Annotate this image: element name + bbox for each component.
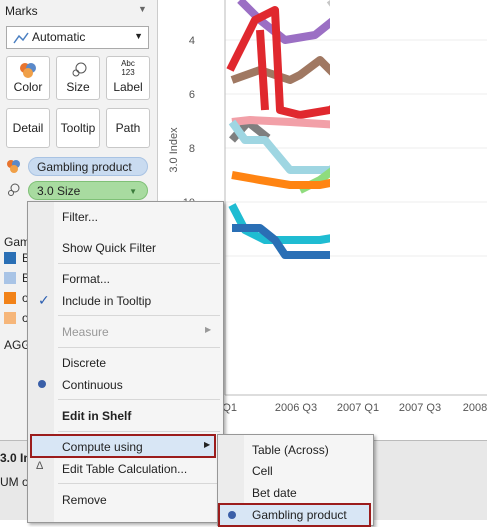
menu-item[interactable]: Continuous: [62, 378, 123, 392]
menu-item[interactable]: Edit in Shelf: [62, 409, 132, 423]
menu-item[interactable]: Filter...: [62, 210, 99, 224]
panel-title: Marks: [5, 4, 38, 18]
legend-item: o: [22, 291, 29, 305]
path-button[interactable]: Path: [106, 108, 150, 148]
menu-item[interactable]: Edit Table Calculation...: [62, 462, 188, 476]
size-button[interactable]: Size: [56, 56, 100, 100]
x-tick: 2007 Q1: [337, 402, 379, 414]
pill[interactable]: 3.0 Size ▼: [28, 181, 148, 200]
menu-item[interactable]: Discrete: [62, 356, 107, 370]
agg-label: AGG: [4, 338, 31, 352]
button-label: Color: [13, 80, 43, 94]
button-label: Tooltip: [60, 121, 96, 135]
pill[interactable]: Gambling product: [28, 157, 148, 176]
color-button[interactable]: Color: [6, 56, 50, 100]
legend-title: Gam: [4, 235, 31, 249]
size-icon: [8, 183, 20, 196]
x-tick: 2006 Q3: [275, 402, 317, 414]
legend-swatch: [4, 292, 16, 304]
legend-item: o: [22, 311, 29, 325]
mark-type: Automatic: [32, 30, 86, 44]
color-icon: [7, 160, 20, 173]
legend-swatch: [4, 252, 16, 264]
pill-label: 3.0 Size: [37, 184, 81, 198]
x-tick: 2008: [463, 402, 487, 414]
y-tick: 4: [189, 35, 195, 47]
separator: [58, 399, 220, 400]
legend-swatch: [4, 312, 16, 324]
legend-swatch: [4, 272, 16, 284]
menu-item[interactable]: Remove: [62, 493, 107, 507]
menu-item[interactable]: Table (Across): [252, 443, 329, 457]
x-tick: 2007 Q3: [399, 402, 441, 414]
menu-item[interactable]: Cell: [252, 464, 273, 478]
tooltip-button[interactable]: Tooltip: [56, 108, 100, 148]
axis-title: 3.0 Index: [168, 127, 180, 173]
menu-item[interactable]: Bet date: [252, 486, 297, 500]
radio-bullet: [228, 511, 236, 519]
check-mark: ✓: [38, 292, 50, 308]
menu-item[interactable]: Include in Tooltip: [62, 294, 152, 308]
menu-item: Measure: [62, 325, 109, 339]
y-tick: 6: [189, 89, 195, 101]
menu-item[interactable]: Show Quick Filter: [62, 241, 157, 255]
label-button[interactable]: Abc 123 Label: [106, 56, 150, 100]
button-label: Path: [115, 121, 141, 135]
menu-item[interactable]: Compute using: [62, 440, 143, 454]
legend-item: B: [22, 251, 31, 265]
submenu: Table (Across) Cell Bet date Gambling pr…: [217, 434, 374, 527]
submenu-arrow: ▶: [204, 440, 211, 449]
context-menu: Filter... Show Quick Filter Format... ✓ …: [27, 201, 224, 523]
separator: [58, 315, 220, 316]
separator: [58, 483, 220, 484]
separator: [58, 347, 220, 348]
submenu-arrow: ▶: [205, 325, 212, 334]
mark-type-dropdown[interactable]: Automatic ▼: [6, 26, 149, 49]
detail-button[interactable]: Detail: [6, 108, 50, 148]
highlight: [30, 434, 216, 458]
button-label: Label: [113, 80, 143, 94]
lines: [226, 0, 330, 259]
button-label: Detail: [12, 121, 44, 135]
legend-item: B: [22, 271, 31, 285]
icon-text: Abc: [121, 59, 135, 68]
y-tick: 8: [189, 143, 195, 155]
collapse-arrow[interactable]: ▼: [138, 4, 147, 14]
button-label: Size: [66, 80, 90, 94]
view: 3.0 Index 4 6 8 10 006 Q1 2006 Q3 2007 Q…: [168, 0, 487, 414]
calc-icon: Δ: [36, 460, 44, 472]
menu-item[interactable]: Gambling product: [252, 508, 347, 522]
separator: [58, 263, 220, 264]
shelf-label: UM of: [0, 475, 33, 489]
menu-item[interactable]: Format...: [62, 272, 111, 286]
radio-bullet: [38, 380, 46, 388]
separator: [58, 431, 220, 432]
icon-text: 123: [121, 68, 135, 77]
menu-gutter: [28, 202, 54, 522]
